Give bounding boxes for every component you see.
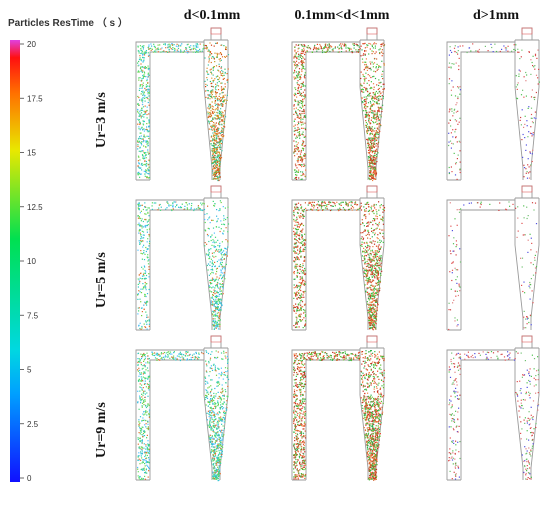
- column-header-coarse: d>1mm: [472, 8, 520, 23]
- cyclone-outline: [446, 27, 540, 181]
- cyclone-panel: [291, 185, 386, 331]
- colorbar-tick-label: 15: [27, 149, 36, 158]
- colorbar-tick-label: 2.5: [27, 420, 39, 429]
- cyclone-outlet: [210, 185, 222, 193]
- cyclone-outlet: [366, 185, 378, 193]
- cyclone-panel: [446, 185, 540, 331]
- colorbar-tick-label: 20: [27, 40, 36, 49]
- colorbar-tick-label: 10: [27, 257, 36, 266]
- cyclone-panel: [135, 185, 230, 331]
- colorbar-tick-label: 0: [27, 474, 32, 483]
- cyclone-panel: [446, 27, 540, 181]
- cyclone-outlet: [210, 27, 222, 35]
- column-header-fine: d<0.1mm: [183, 8, 241, 23]
- cyclone-outlet: [210, 335, 222, 343]
- cyclone-outline: [446, 185, 540, 331]
- colorbar-title: Particles ResTime （ s ）: [8, 18, 128, 29]
- cyclone-outlet: [521, 27, 533, 35]
- colorbar-ticks: 20 17.5 15 12.5 10 7.5 5 2.5 0: [20, 40, 43, 483]
- cyclone-outlet: [521, 335, 533, 343]
- cyclone-outline: [135, 335, 229, 481]
- cyclone-panel: [135, 27, 230, 182]
- colorbar-tick-label: 7.5: [27, 311, 39, 320]
- cyclone-panel: [291, 27, 386, 182]
- cyclone-panel: [291, 335, 386, 481]
- cyclone-outline: [446, 335, 540, 481]
- cyclone-outlet: [521, 185, 533, 193]
- column-header-medium: 0.1mm<d<1mm: [294, 8, 390, 23]
- cyclone-outlet: [366, 335, 378, 343]
- cyclone-outlet: [366, 27, 378, 35]
- cyclone-panel: [446, 335, 540, 481]
- colorbar: 20 17.5 15 12.5 10 7.5 5 2.5 0: [10, 40, 43, 483]
- colorbar-gradient: [10, 40, 20, 482]
- colorbar-tick-label: 12.5: [27, 203, 43, 212]
- colorbar-tick-label: 17.5: [27, 94, 43, 103]
- cyclone-outline: [135, 185, 229, 331]
- cyclone-panel: [135, 335, 230, 482]
- colorbar-tick-label: 5: [27, 366, 32, 375]
